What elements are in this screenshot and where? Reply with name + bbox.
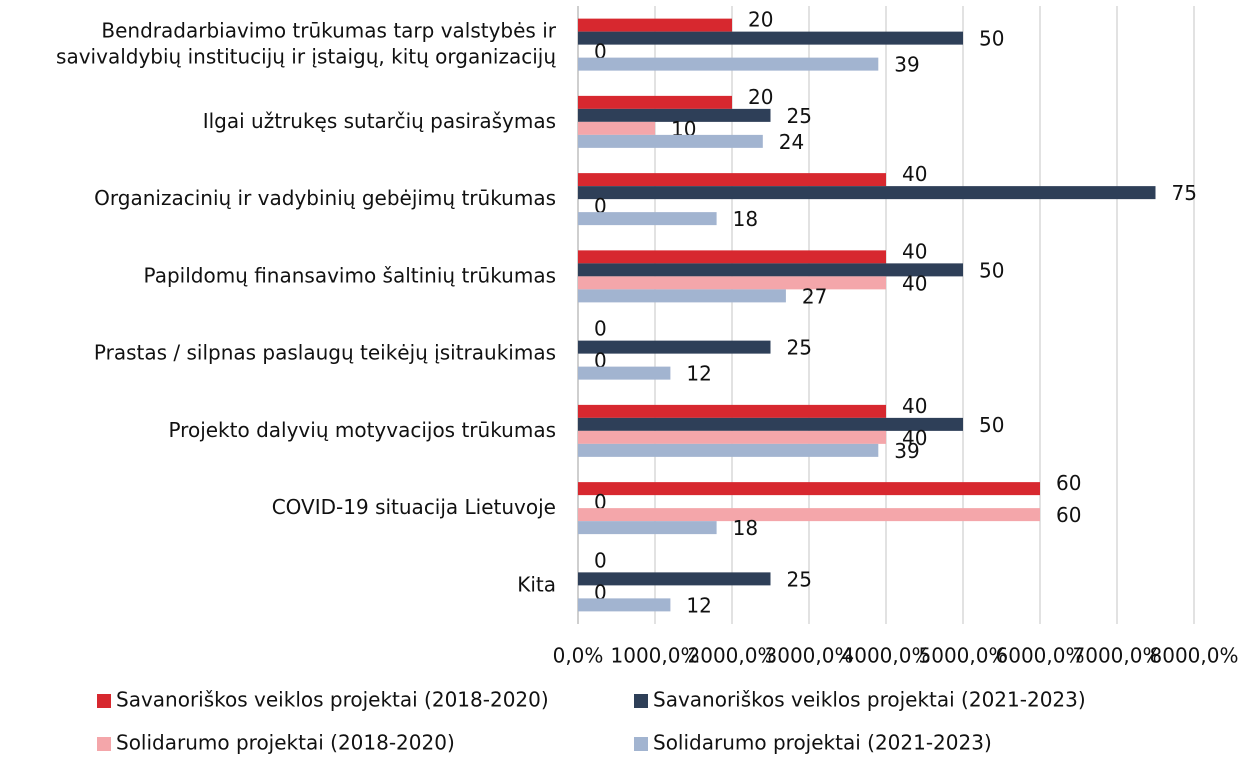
legend-swatch [97,737,111,751]
bar [578,186,1156,200]
legend-label: Savanoriškos veiklos projektai (2021-202… [653,688,1086,712]
x-tick-label: 0,0% [553,644,604,668]
bar [578,482,1040,496]
value-label: 39 [894,439,919,463]
category-label: Prastas / silpnas paslaugų teikėjų įsitr… [94,340,556,364]
bar [578,212,717,226]
value-label: 60 [1056,503,1081,527]
value-label: 40 [902,162,927,186]
value-label: 0 [594,317,607,341]
category-label: Bendradarbiavimo trūkumas tarp valstybės… [56,18,557,68]
bar [578,340,771,354]
category-label: COVID-19 situacija Lietuvoje [272,495,556,519]
legend-label: Solidarumo projektai (2018-2020) [116,731,455,755]
value-label: 12 [686,362,711,386]
value-label: 40 [902,239,927,263]
x-tick-label: 7000,0% [1073,644,1162,668]
value-label: 20 [748,85,773,109]
value-label: 18 [733,207,758,231]
bar [578,173,886,187]
bar [578,57,879,71]
legend-label: Savanoriškos veiklos projektai (2018-202… [116,688,549,712]
value-label: 25 [787,567,812,591]
legend-label: Solidarumo projektai (2021-2023) [653,731,992,755]
bar [578,31,963,45]
value-label: 25 [787,104,812,128]
bar [578,508,1040,522]
x-tick-label: 8000,0% [1150,644,1239,668]
bar [578,95,732,109]
bar [578,366,671,380]
x-tick-label: 6000,0% [996,644,1085,668]
category-label: Ilgai užtrukęs sutarčių pasirašymas [203,108,556,132]
bar [578,121,655,135]
bar [578,430,886,444]
bar [578,108,771,122]
x-tick-label: 1000,0% [611,644,700,668]
x-tick-label: 2000,0% [688,644,777,668]
category-label: Organizacinių ir vadybinių gebėjimų trūk… [94,186,556,210]
bar [578,443,879,457]
category-label: Projekto dalyvių motyvacijos trūkumas [168,417,556,441]
category-label: Kita [517,572,556,596]
legend-swatch [634,737,648,751]
value-label: 50 [979,27,1004,51]
value-label: 60 [1056,471,1081,495]
value-label: 50 [979,258,1004,282]
x-tick-label: 5000,0% [919,644,1008,668]
bar [578,521,717,535]
bar [578,276,886,290]
value-label: 75 [1172,181,1197,205]
value-label: 50 [979,413,1004,437]
value-label: 24 [779,130,804,154]
bar [578,289,786,303]
category-label: Papildomų finansavimo šaltinių trūkumas [144,263,556,287]
legend-swatch [634,694,648,708]
bar [578,250,886,264]
value-label: 40 [902,426,927,450]
bar [578,263,963,277]
bar [578,18,732,32]
bar [578,598,671,612]
value-label: 12 [686,593,711,617]
value-label: 20 [748,8,773,32]
x-tick-label: 4000,0% [842,644,931,668]
bar [578,134,763,148]
bar [578,417,963,431]
legend-swatch [97,694,111,708]
value-label: 27 [802,284,827,308]
value-label: 40 [902,271,927,295]
x-tick-label: 3000,0% [765,644,854,668]
value-label: 40 [902,394,927,418]
bar [578,572,771,586]
value-label: 0 [594,548,607,572]
value-label: 25 [787,336,812,360]
value-label: 18 [733,516,758,540]
bar [578,404,886,418]
value-label: 39 [894,53,919,77]
